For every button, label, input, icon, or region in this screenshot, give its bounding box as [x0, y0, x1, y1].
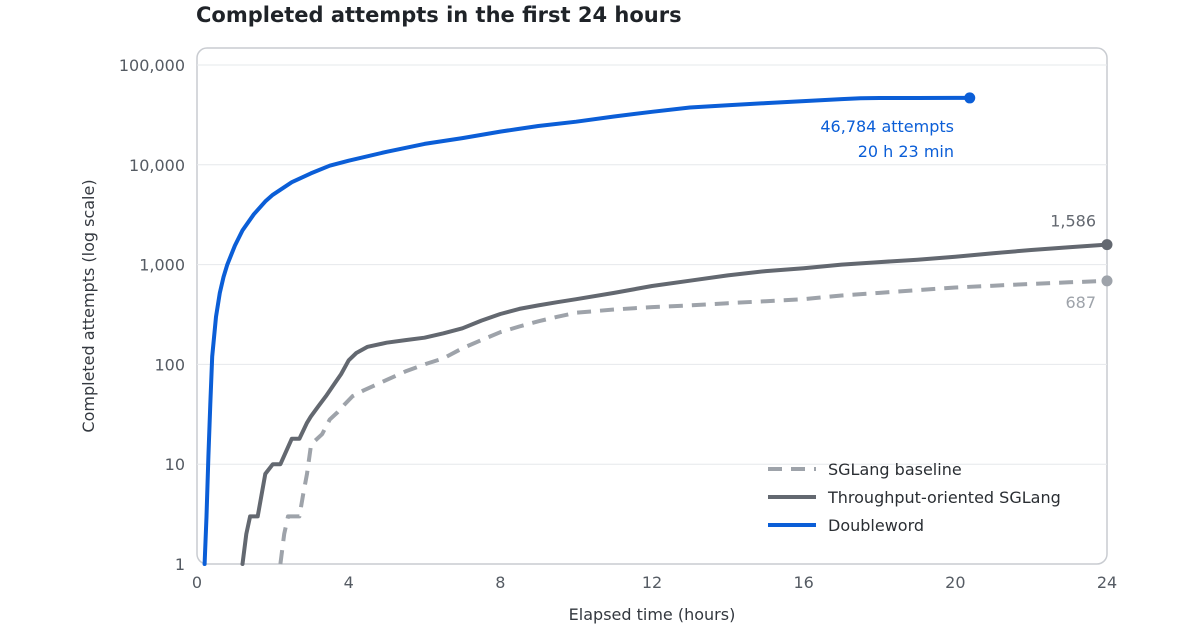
legend: SGLang baseline Throughput-oriented SGLan… — [768, 460, 1061, 535]
x-tick-label: 8 — [495, 573, 505, 592]
series-line-0 — [278, 278, 1108, 565]
y-tick-label: 100,000 — [119, 56, 185, 75]
legend-label: Throughput-oriented SGLang — [827, 488, 1061, 507]
throughput-end-label: 1,586 — [1050, 212, 1096, 231]
y-tick-label: 100 — [154, 355, 185, 374]
series-end-point-0 — [1101, 275, 1113, 287]
series-lines — [202, 95, 1109, 566]
x-axis-ticks: 0 4 8 12 16 20 24 — [192, 573, 1117, 592]
x-tick-label: 20 — [945, 573, 965, 592]
doubleword-end-time: 20 h 23 min — [858, 142, 954, 161]
series-end-point-2 — [964, 92, 976, 104]
doubleword-end-label: 46,784 attempts — [820, 117, 954, 136]
x-axis-label: Elapsed time (hours) — [569, 605, 736, 624]
x-tick-label: 0 — [192, 573, 202, 592]
y-tick-label: 1 — [175, 555, 185, 574]
legend-label: SGLang baseline — [828, 460, 962, 479]
y-tick-label: 10 — [165, 455, 185, 474]
series-end-markers: 687 1,586 46,784 attempts 20 h 23 min — [820, 92, 1113, 312]
baseline-end-label: 687 — [1065, 293, 1096, 312]
series-line-2 — [202, 95, 972, 566]
y-tick-label: 10,000 — [129, 156, 185, 175]
y-tick-label: 1,000 — [139, 256, 185, 275]
x-tick-label: 12 — [642, 573, 662, 592]
y-axis-label: Completed attempts (log scale) — [79, 179, 98, 432]
series-line-1 — [240, 242, 1109, 566]
y-axis-ticks: 1 10 100 1,000 10,000 100,000 — [119, 56, 185, 574]
x-tick-label: 4 — [344, 573, 354, 592]
legend-label: Doubleword — [828, 516, 924, 535]
series-end-point-1 — [1101, 239, 1113, 251]
chart-title: Completed attempts in the first 24 hours — [196, 3, 682, 27]
x-tick-label: 16 — [793, 573, 813, 592]
x-tick-label: 24 — [1097, 573, 1117, 592]
